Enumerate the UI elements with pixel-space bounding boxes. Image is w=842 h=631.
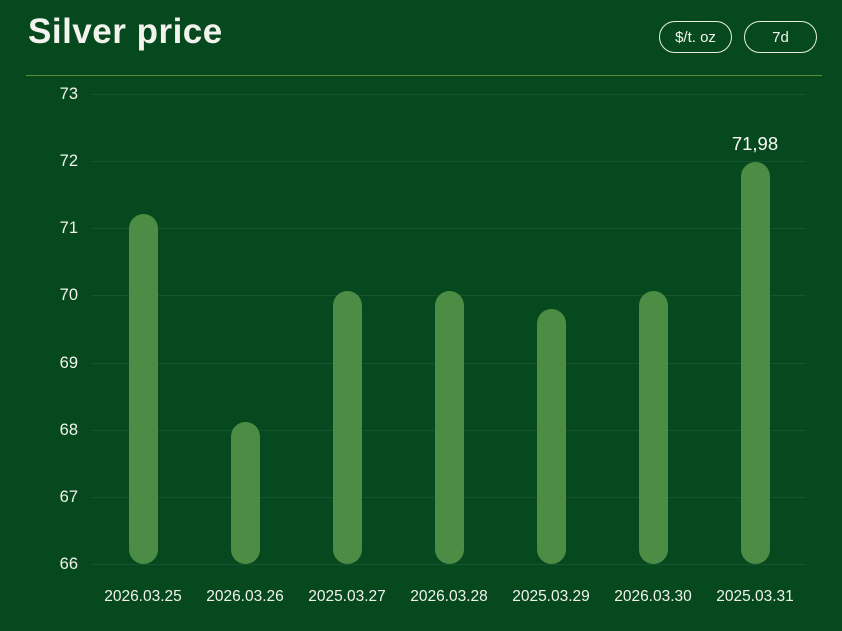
y-axis-tick-label: 73 bbox=[59, 85, 78, 103]
y-axis-tick-label: 66 bbox=[59, 555, 78, 573]
x-axis-tick-label: 2026.03.30 bbox=[614, 588, 692, 605]
y-axis-tick-label: 70 bbox=[59, 286, 78, 305]
y-axis-tick-label: 67 bbox=[59, 487, 78, 506]
y-axis-tick-label: 72 bbox=[59, 152, 78, 171]
gridline bbox=[92, 564, 806, 565]
x-axis-tick-label: 2026.03.28 bbox=[410, 588, 488, 605]
unit-button[interactable]: $/t. oz bbox=[659, 21, 732, 53]
bar[interactable] bbox=[128, 213, 158, 564]
x-axis-tick-label: 2026.03.26 bbox=[206, 588, 284, 605]
bar-value-label: 71,98 bbox=[731, 133, 779, 155]
bar[interactable] bbox=[230, 422, 260, 564]
y-axis-tick-label: 69 bbox=[59, 353, 78, 372]
x-axis-tick-label: 2025.03.31 bbox=[716, 588, 794, 605]
range-button[interactable]: 7d bbox=[744, 21, 817, 53]
bar[interactable] bbox=[434, 290, 464, 564]
header-divider bbox=[26, 75, 822, 76]
x-axis-tick-label: 2026.03.25 bbox=[104, 588, 182, 605]
y-axis-tick-label: 68 bbox=[59, 420, 78, 439]
x-axis-tick-label: 2025.03.27 bbox=[308, 588, 386, 605]
page-title: Silver price bbox=[28, 12, 223, 51]
header-controls: $/t. oz 7d bbox=[659, 21, 817, 53]
gridline bbox=[92, 94, 806, 95]
gridline bbox=[92, 228, 806, 230]
bar[interactable] bbox=[638, 290, 668, 564]
bar[interactable] bbox=[536, 308, 566, 564]
y-axis-tick-label: 71 bbox=[59, 219, 78, 238]
x-axis-tick-label: 2025.03.29 bbox=[512, 588, 590, 605]
bar[interactable] bbox=[332, 290, 362, 564]
bar[interactable] bbox=[740, 162, 770, 564]
gridline bbox=[92, 161, 806, 163]
